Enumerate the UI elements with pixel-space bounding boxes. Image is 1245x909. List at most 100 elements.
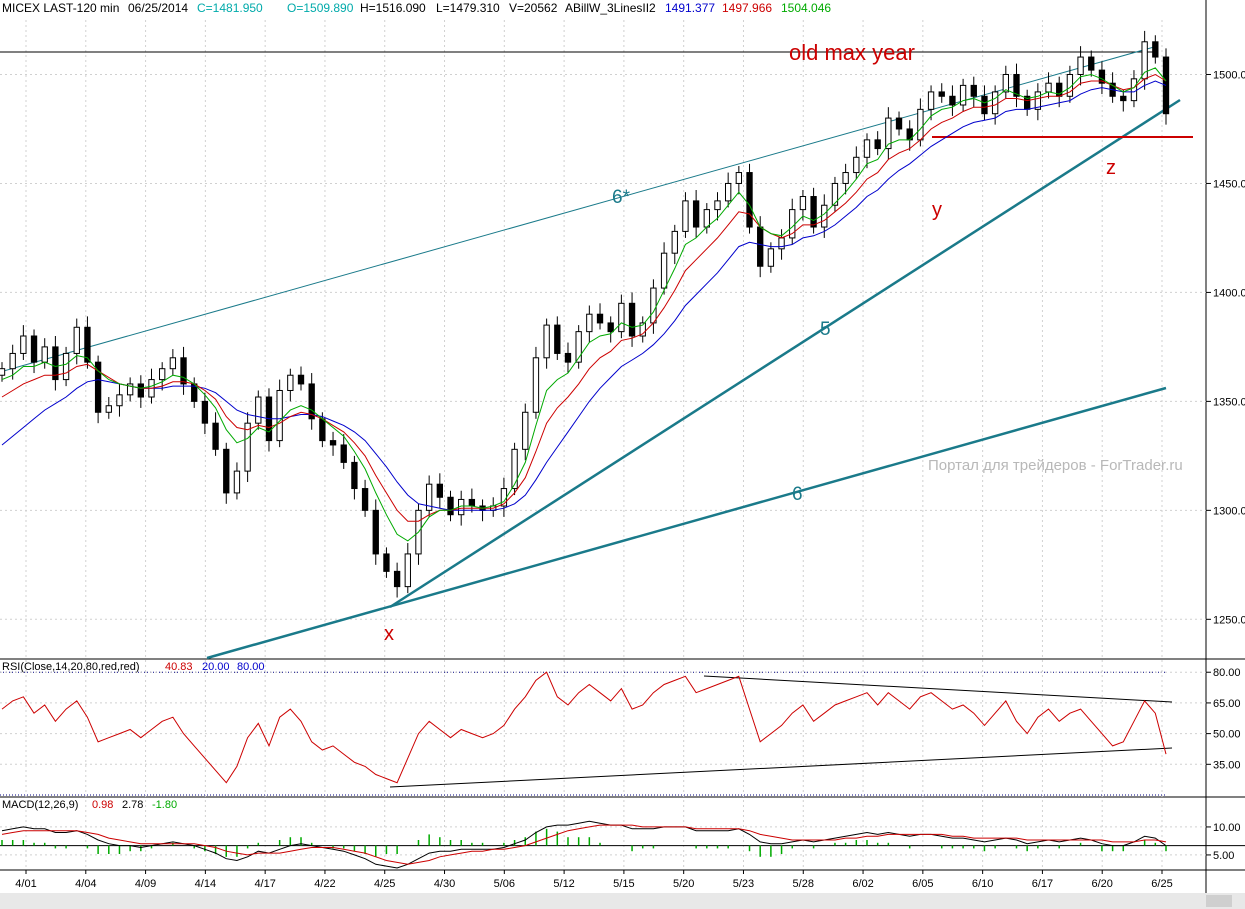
label-y: y <box>932 199 942 221</box>
candle-body <box>778 237 785 250</box>
x-tick-label: 4/14 <box>195 878 216 890</box>
candle-body <box>671 230 678 254</box>
candle-body <box>618 302 625 333</box>
candle-body <box>244 422 251 472</box>
price-grid <box>0 20 1206 870</box>
watermark: Портал для трейдеров - ForTrader.ru <box>928 457 1183 474</box>
candle-body <box>116 394 123 407</box>
candle-body <box>532 357 540 413</box>
rsi-y-axis: 80.00 65.00 50.00 35.00 <box>1206 667 1241 771</box>
label-old-max-year: old max year <box>789 40 915 65</box>
x-tick-label: 4/25 <box>374 878 395 890</box>
candle-body <box>959 84 967 106</box>
candle-body <box>703 209 710 228</box>
x-axis: 4/01 4/04 4/09 4/14 4/17 4/22 4/25 4/30 5/06 5/12… <box>15 870 1173 890</box>
macd-signal-line <box>1 824 1167 865</box>
rsi-tick-label: 80.00 <box>1213 667 1241 679</box>
rsi-level-high: 80.00 <box>237 661 265 673</box>
header-indicator: ABillW_3LinesII2 <box>565 1 656 15</box>
candle-body <box>329 440 337 446</box>
candle-body <box>436 483 444 498</box>
candle-body <box>863 139 871 158</box>
x-tick-label: 4/01 <box>15 878 36 890</box>
candle-body <box>393 570 401 588</box>
candle-body <box>361 488 369 511</box>
candle-body <box>308 383 315 420</box>
candle-body <box>724 182 732 202</box>
candle-body <box>276 389 283 442</box>
candle-body <box>1077 56 1084 75</box>
label-x: x <box>384 623 394 645</box>
candle-body <box>20 335 27 354</box>
candle-body <box>255 396 262 424</box>
candle-body <box>319 418 326 442</box>
candle-body <box>73 326 80 354</box>
candle-body <box>169 357 177 370</box>
candle-body <box>831 182 839 206</box>
x-tick-label: 5/15 <box>613 878 634 890</box>
candle-body <box>212 422 219 450</box>
header-low: L=1479.310 <box>436 1 500 15</box>
candle-body <box>9 352 16 370</box>
candle-body <box>757 226 764 267</box>
macd-y-axis: 10.00 5.00 <box>1206 822 1241 862</box>
candle-body <box>692 200 700 228</box>
header-close: C=1481.950 <box>197 1 263 15</box>
rsi-upper-trendline <box>703 675 1173 703</box>
trendline-6 <box>206 386 1167 660</box>
header-ind-v2: 1497.966 <box>722 1 772 15</box>
label-6-star: 6* <box>612 187 631 208</box>
annotation-lines <box>0 46 1193 660</box>
candle-body <box>746 172 753 228</box>
rsi-tick-label: 65.00 <box>1213 698 1241 710</box>
candle-body <box>447 496 454 516</box>
macd-tick-label: 5.00 <box>1213 850 1234 862</box>
macd-value-3: -1.80 <box>152 799 177 811</box>
candle-body <box>596 313 604 324</box>
candle-body <box>714 200 721 211</box>
candle-body <box>1034 91 1042 110</box>
price-tick-label: 1350.0 <box>1213 396 1245 408</box>
candle-body <box>201 400 209 424</box>
candle-body <box>105 405 112 413</box>
x-tick-label: 4/30 <box>434 878 455 890</box>
candle-body <box>682 200 689 232</box>
candle-body <box>1045 82 1052 93</box>
candle-body <box>564 352 572 363</box>
candle-body <box>62 352 70 381</box>
scrollbar-track[interactable] <box>0 893 1245 909</box>
candle-body <box>1088 56 1095 71</box>
candle-body <box>468 498 476 507</box>
header-date: 06/25/2014 <box>128 1 188 15</box>
x-tick-label: 5/28 <box>793 878 814 890</box>
candle-body <box>821 204 828 228</box>
candle-body <box>180 357 187 385</box>
label-z: z <box>1106 157 1116 179</box>
candle-body <box>94 361 102 413</box>
price-tick-label: 1450.0 <box>1213 178 1245 190</box>
scrollbar-thumb[interactable] <box>1206 895 1232 907</box>
price-tick-label: 1250.0 <box>1213 614 1245 626</box>
x-tick-label: 6/10 <box>972 878 993 890</box>
candle-body <box>842 172 849 184</box>
candle-body <box>799 196 807 211</box>
candle-body <box>1152 41 1159 58</box>
candle-body <box>607 322 614 333</box>
indicator-line-blue <box>1 80 1167 511</box>
candle-body <box>970 84 977 97</box>
candle-body <box>938 91 945 97</box>
candle-body <box>351 461 358 490</box>
x-tick-label: 4/04 <box>75 878 96 890</box>
candle-body <box>287 374 294 391</box>
macd-value-2: 2.78 <box>122 799 143 811</box>
candle-body <box>126 383 134 396</box>
candle-body <box>639 322 646 337</box>
candle-body <box>628 302 636 337</box>
macd-value-1: 0.98 <box>92 799 113 811</box>
x-tick-label: 6/05 <box>912 878 933 890</box>
candle-body <box>767 248 775 267</box>
rsi-current: 40.83 <box>165 661 193 673</box>
candle-body <box>949 95 956 106</box>
candle-body <box>853 156 860 174</box>
